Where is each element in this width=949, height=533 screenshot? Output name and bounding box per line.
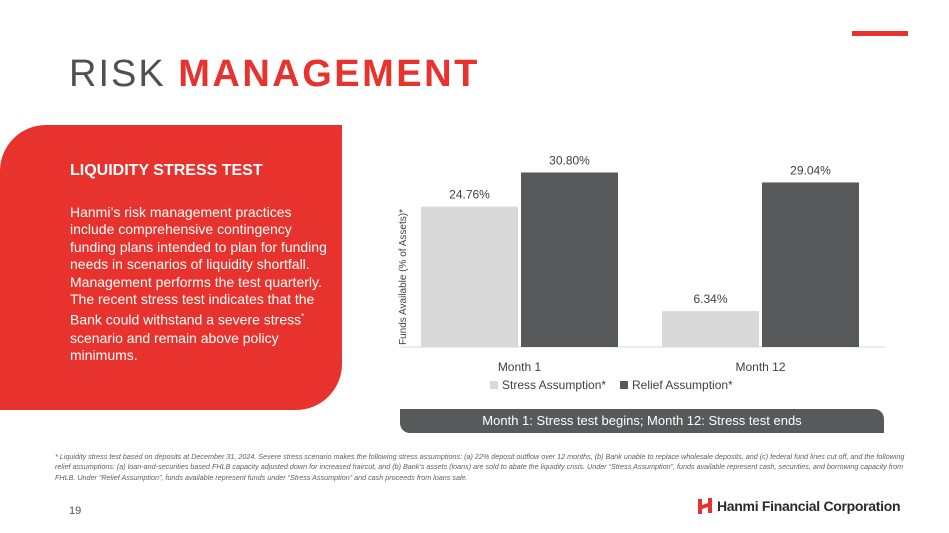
chart-caption: Month 1: Stress test begins; Month 12: S… [400, 409, 884, 433]
legend-label-stress: Stress Assumption* [502, 378, 606, 392]
liquidity-panel [0, 125, 342, 410]
x-tick-label: Month 1 [498, 360, 542, 374]
panel-body-footnote-mark: * [301, 312, 305, 322]
hanmi-logo-icon [698, 498, 712, 514]
bar-month-12-stress [662, 311, 759, 347]
page-number: 19 [69, 505, 82, 517]
company-logo: Hanmi Financial Corporation [697, 496, 901, 516]
data-label: 6.34% [693, 292, 727, 306]
legend-swatch-relief [620, 381, 628, 389]
bar-month-1-stress [421, 206, 518, 347]
x-tick-label: Month 12 [735, 360, 785, 374]
title-part-management: MANAGEMENT [178, 53, 480, 95]
logo-text: Hanmi Financial Corporation [717, 498, 901, 514]
page-title: RISK MANAGEMENT [69, 52, 480, 96]
data-label: 30.80% [549, 153, 590, 167]
liquidity-bar-chart: Funds Available (% of Assets)* 24.76% 30.8… [398, 153, 885, 392]
bar-month-1-relief [521, 172, 618, 347]
panel-body-end: scenario and remain above policy minimum… [70, 329, 279, 363]
header-accent-bar [852, 31, 908, 36]
title-part-risk: RISK [69, 53, 166, 95]
data-label: 24.76% [449, 188, 490, 202]
bar-month-12-relief [762, 182, 859, 347]
legend-label-relief: Relief Assumption* [632, 378, 733, 392]
y-axis-label: Funds Available (% of Assets)* [398, 209, 409, 345]
panel-heading: LIQUIDITY STRESS TEST [70, 162, 263, 179]
footnote: * Liquidity stress test based on deposit… [55, 452, 905, 482]
panel-body-main: Hanmi’s risk management practices includ… [70, 204, 327, 329]
panel-body: Hanmi’s risk management practices includ… [70, 204, 332, 364]
data-label: 29.04% [790, 163, 831, 177]
legend-swatch-stress [490, 381, 498, 389]
